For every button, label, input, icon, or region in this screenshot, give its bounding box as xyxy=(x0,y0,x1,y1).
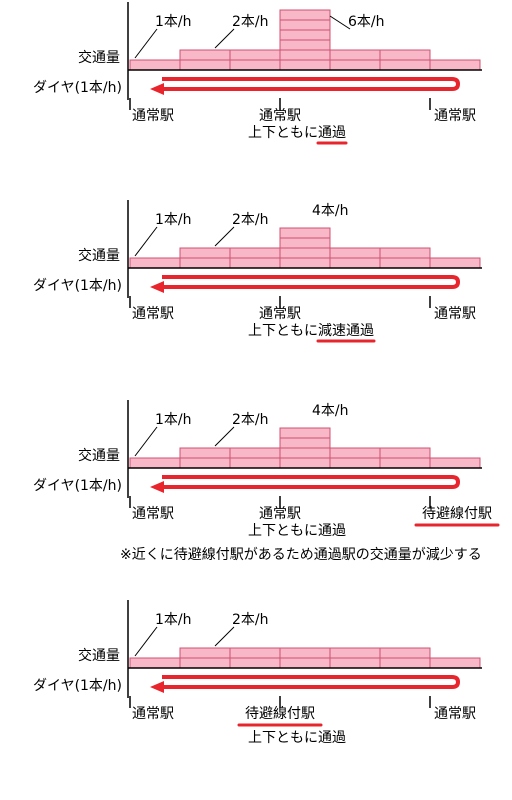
station-label: 通常駅 xyxy=(132,506,174,522)
station-label: 通常駅 xyxy=(132,706,174,722)
station-label: 通常駅 xyxy=(259,506,301,522)
caption-prefix: 上下ともに xyxy=(248,730,318,746)
row-label-diagram: ダイヤ(1本/h) xyxy=(33,478,122,494)
callout-label: 4本/h xyxy=(312,203,349,219)
callout-label: 1本/h xyxy=(155,412,192,428)
callout-label: 4本/h xyxy=(312,403,349,419)
train-arrowhead xyxy=(150,681,164,693)
station-label: 通常駅 xyxy=(132,108,174,124)
callout-label: 2本/h xyxy=(232,612,269,628)
traffic-bar xyxy=(429,657,481,669)
callout-leader xyxy=(214,626,235,647)
train-arrowhead xyxy=(150,481,164,493)
footnote: ※近くに待避線付駅があるため通過駅の交通量が減少する xyxy=(120,546,482,563)
callout-label: 2本/h xyxy=(232,14,269,30)
station-label: 待避線付駅 xyxy=(422,506,492,522)
train-route xyxy=(162,675,461,689)
callout-leader xyxy=(134,28,158,59)
row-label-traffic: 交通量 xyxy=(78,247,120,264)
row-label-traffic: 交通量 xyxy=(78,49,120,66)
callout-leader xyxy=(214,226,235,247)
station-label: 通常駅 xyxy=(259,108,301,124)
station-label: 通常駅 xyxy=(132,306,174,322)
caption-prefix: 上下ともに xyxy=(248,523,318,539)
callout-label: 6本/h xyxy=(348,14,385,30)
station-label: 通常駅 xyxy=(434,108,476,124)
callout-leader xyxy=(134,626,158,657)
callout-label: 2本/h xyxy=(232,212,269,228)
row-label-diagram: ダイヤ(1本/h) xyxy=(33,278,122,294)
traffic-bar xyxy=(429,257,481,269)
row-label-diagram: ダイヤ(1本/h) xyxy=(33,678,122,694)
caption-key: 通過 xyxy=(318,125,346,141)
callout-label: 1本/h xyxy=(155,612,192,628)
caption-prefix: 上下ともに xyxy=(248,125,318,141)
callout-leader xyxy=(134,226,158,257)
traffic-bar xyxy=(129,257,181,269)
train-arrowhead xyxy=(150,83,164,95)
callout-leader xyxy=(134,426,158,457)
caption-key: 通過 xyxy=(318,523,346,539)
row-label-traffic: 交通量 xyxy=(78,447,120,464)
callout-label: 2本/h xyxy=(232,412,269,428)
traffic-bar xyxy=(129,657,181,669)
station-label: 待避線付駅 xyxy=(245,706,315,722)
traffic-bar xyxy=(129,457,181,469)
train-route xyxy=(162,475,461,489)
station-label: 通常駅 xyxy=(259,306,301,322)
callout-label: 1本/h xyxy=(155,14,192,30)
caption-key: 通過 xyxy=(318,730,346,746)
train-route xyxy=(162,275,461,289)
train-route xyxy=(162,77,461,91)
traffic-bar xyxy=(129,59,181,71)
row-label-diagram: ダイヤ(1本/h) xyxy=(33,80,122,96)
station-label: 通常駅 xyxy=(434,306,476,322)
callout-leader xyxy=(329,15,351,30)
traffic-bar xyxy=(429,457,481,469)
row-label-traffic: 交通量 xyxy=(78,647,120,664)
station-label: 通常駅 xyxy=(434,706,476,722)
caption-key: 減速通過 xyxy=(318,322,374,339)
callout-leader xyxy=(214,426,235,447)
train-arrowhead xyxy=(150,281,164,293)
caption-prefix: 上下ともに xyxy=(248,323,318,339)
callout-label: 1本/h xyxy=(155,212,192,228)
callout-leader xyxy=(214,28,235,49)
traffic-bar xyxy=(429,59,481,71)
